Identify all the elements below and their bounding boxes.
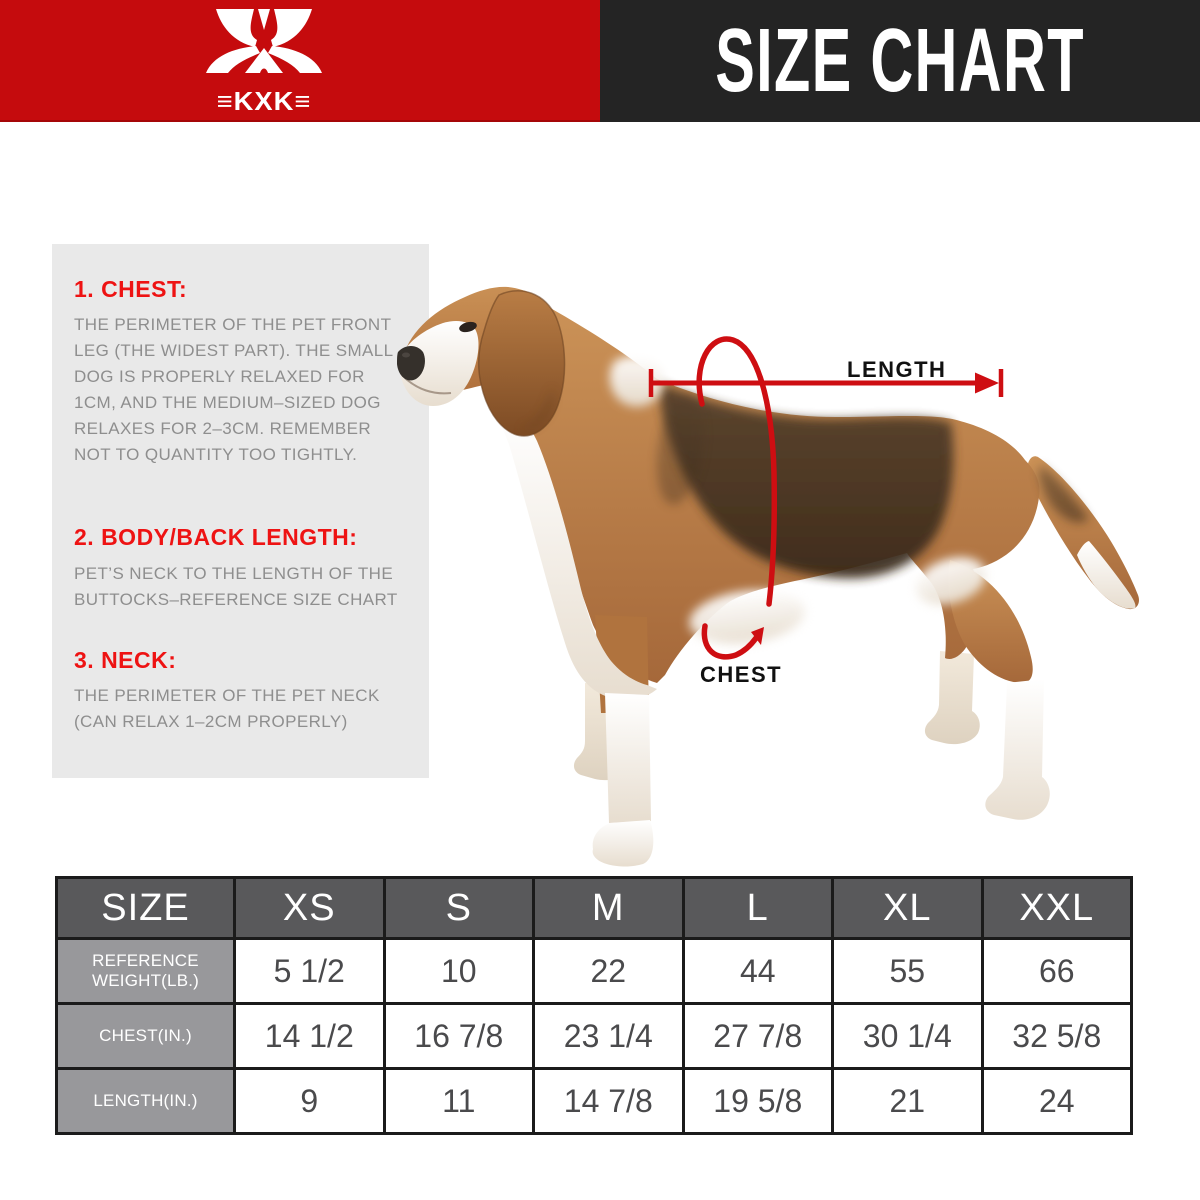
dog-hind-far-leg bbox=[924, 651, 980, 745]
chest-label: CHEST bbox=[700, 662, 782, 687]
instruction-section-neck: 3. NECK: THE PERIMETER OF THE PET NECK (… bbox=[74, 647, 407, 735]
cell-value: 16 7/8 bbox=[382, 1002, 535, 1070]
dog-tail-white-tip bbox=[1077, 541, 1136, 609]
cell-value: 24 bbox=[980, 1067, 1133, 1135]
table-row-weight: REFERENCE WEIGHT(LB.) 5 1/2 10 22 44 55 … bbox=[55, 937, 1133, 1005]
length-arrow bbox=[648, 369, 1004, 397]
row-label: LENGTH(IN.) bbox=[55, 1067, 236, 1135]
cell-value: 11 bbox=[382, 1067, 535, 1135]
cell-value: 44 bbox=[681, 937, 834, 1005]
brand-header: ≡KXK≡ bbox=[0, 0, 600, 122]
dog-hind-near-leg bbox=[985, 679, 1050, 820]
col-header-s: S bbox=[382, 876, 535, 940]
dog-ear-shadow bbox=[519, 385, 553, 430]
instruction-body: PET’S NECK TO THE LENGTH OF THE BUTTOCKS… bbox=[74, 563, 398, 609]
chest-girth-annotation bbox=[696, 336, 778, 660]
cell-value: 14 1/2 bbox=[233, 1002, 386, 1070]
kxk-logo-emblem bbox=[206, 9, 322, 73]
dog-mouth-line bbox=[404, 377, 452, 395]
cell-value: 14 7/8 bbox=[532, 1067, 685, 1135]
measure-instructions-panel: 1. CHEST: THE PERIMETER OF THE PET FRONT… bbox=[52, 244, 429, 778]
table-row-chest: CHEST(IN.) 14 1/2 16 7/8 23 1/4 27 7/8 3… bbox=[55, 1002, 1133, 1070]
dog-measurement-diagram: LENGTH CHEST bbox=[395, 265, 1185, 885]
title-bar: SIZE CHART bbox=[600, 0, 1200, 122]
cell-value: 21 bbox=[831, 1067, 984, 1135]
cell-value: 23 1/4 bbox=[532, 1002, 685, 1070]
dog-inguinal-white-patch bbox=[916, 557, 986, 605]
instruction-heading: 3. NECK: bbox=[74, 646, 177, 673]
instruction-heading: 1. CHEST: bbox=[74, 276, 188, 302]
dog-eye bbox=[459, 321, 477, 333]
col-header-xs: XS bbox=[233, 876, 386, 940]
chest-swoosh-arrowhead bbox=[751, 627, 764, 645]
cell-value: 19 5/8 bbox=[681, 1067, 834, 1135]
cell-value: 32 5/8 bbox=[980, 1002, 1133, 1070]
instruction-section-chest: 1. CHEST: THE PERIMETER OF THE PET FRONT… bbox=[74, 276, 407, 468]
col-header-xl: XL bbox=[831, 876, 984, 940]
cell-value: 22 bbox=[532, 937, 685, 1005]
instruction-section-body-length: 2. BODY/BACK LENGTH: PET’S NECK TO THE L… bbox=[74, 524, 407, 612]
length-label: LENGTH bbox=[847, 357, 946, 382]
chest-swoosh-arrow bbox=[701, 623, 759, 660]
col-header-l: L bbox=[681, 876, 834, 940]
dog-front-near-leg bbox=[605, 693, 651, 823]
dog-front-near-paw bbox=[592, 820, 654, 867]
cell-value: 27 7/8 bbox=[681, 1002, 834, 1070]
cell-value: 66 bbox=[980, 937, 1133, 1005]
table-row-length: LENGTH(IN.) 9 11 14 7/8 19 5/8 21 24 bbox=[55, 1067, 1133, 1135]
cell-value: 10 bbox=[382, 937, 535, 1005]
dog-shoulder-shading bbox=[656, 395, 704, 505]
instruction-body: THE PERIMETER OF THE PET NECK (CAN RELAX… bbox=[74, 686, 380, 732]
cell-value: 55 bbox=[831, 937, 984, 1005]
dog-muzzle-white bbox=[399, 321, 479, 406]
row-label: REFERENCE WEIGHT(LB.) bbox=[55, 937, 236, 1005]
header: ≡KXK≡ SIZE CHART bbox=[0, 0, 1200, 122]
cell-value: 9 bbox=[233, 1067, 386, 1135]
col-header-m: M bbox=[532, 876, 685, 940]
size-table-header-row: SIZE XS S M L XL XXL bbox=[55, 876, 1133, 940]
size-table: SIZE XS S M L XL XXL REFERENCE WEIGHT(LB… bbox=[55, 876, 1133, 1135]
instruction-body: THE PERIMETER OF THE PET FRONT LEG (THE … bbox=[74, 315, 393, 465]
cell-value: 30 1/4 bbox=[831, 1002, 984, 1070]
dog-nose-highlight bbox=[402, 352, 410, 358]
kxk-logo-text: ≡KXK≡ bbox=[216, 86, 312, 116]
kxk-logo: ≡KXK≡ bbox=[202, 7, 326, 114]
dog-tail-dark-patch bbox=[1039, 465, 1089, 523]
instruction-heading: 2. BODY/BACK LENGTH: bbox=[74, 524, 358, 551]
length-arrowhead bbox=[975, 372, 999, 394]
col-header-size: SIZE bbox=[55, 876, 236, 940]
dog-belly-white-patch bbox=[689, 590, 805, 644]
cell-value: 5 1/2 bbox=[233, 937, 386, 1005]
dog-saddle-patch bbox=[659, 383, 954, 579]
col-header-xxl: XXL bbox=[980, 876, 1133, 940]
row-label: CHEST(IN.) bbox=[55, 1002, 236, 1070]
beagle-illustration: LENGTH CHEST bbox=[397, 286, 1139, 867]
dog-chest-blaze bbox=[493, 412, 657, 700]
dog-ear bbox=[477, 290, 566, 437]
page-title: SIZE CHART bbox=[715, 11, 1085, 111]
chest-girth-arc bbox=[696, 336, 778, 607]
